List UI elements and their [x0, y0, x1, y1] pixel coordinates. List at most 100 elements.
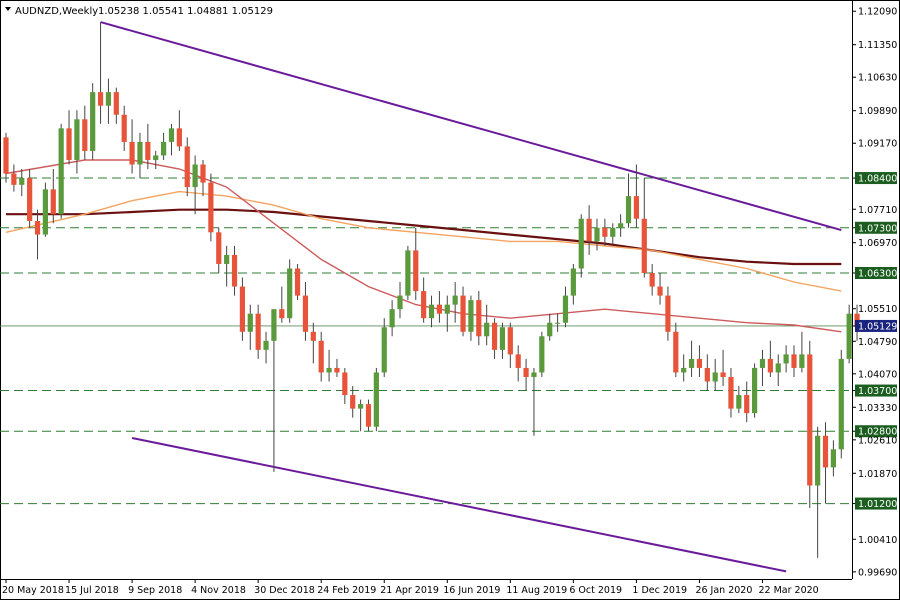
candle[interactable]	[350, 386, 356, 418]
candle[interactable]	[381, 318, 387, 377]
candle[interactable]	[176, 110, 182, 151]
candle[interactable]	[547, 313, 553, 341]
candle[interactable]	[499, 322, 506, 359]
candle[interactable]	[712, 358, 718, 391]
candle[interactable]	[625, 173, 632, 228]
candle[interactable]	[586, 205, 592, 255]
candle[interactable]	[531, 367, 537, 436]
candle[interactable]	[791, 345, 797, 377]
candle[interactable]	[562, 286, 569, 328]
candle[interactable]	[373, 367, 379, 432]
candle[interactable]	[342, 367, 348, 405]
candle[interactable]	[657, 272, 663, 305]
candle[interactable]	[649, 263, 655, 296]
candle[interactable]	[578, 214, 584, 278]
candle[interactable]	[129, 119, 135, 174]
candle[interactable]	[358, 399, 364, 432]
candle[interactable]	[759, 349, 766, 387]
candle[interactable]	[263, 331, 269, 364]
candle[interactable]	[681, 354, 687, 382]
candle[interactable]	[11, 164, 17, 192]
candle[interactable]	[271, 309, 277, 472]
candle[interactable]	[42, 182, 48, 237]
candle[interactable]	[752, 363, 758, 418]
candle[interactable]	[468, 295, 474, 341]
candle[interactable]	[618, 214, 624, 237]
candle[interactable]	[184, 137, 190, 197]
candle[interactable]	[137, 132, 143, 179]
candle[interactable]	[310, 322, 316, 364]
candle[interactable]	[838, 349, 844, 459]
candle[interactable]	[704, 354, 710, 391]
candle[interactable]	[279, 286, 285, 323]
candle[interactable]	[594, 218, 600, 251]
candle[interactable]	[405, 245, 411, 301]
candle[interactable]	[200, 159, 206, 197]
candle[interactable]	[161, 132, 167, 160]
upper-trendline[interactable]	[100, 21, 842, 232]
candle[interactable]	[665, 286, 671, 341]
candle[interactable]	[239, 277, 245, 341]
candle[interactable]	[775, 354, 781, 387]
candle[interactable]	[413, 227, 419, 301]
candle[interactable]	[807, 340, 813, 509]
candle[interactable]	[799, 331, 805, 373]
candle[interactable]	[444, 295, 450, 332]
candle[interactable]	[736, 386, 742, 414]
candle[interactable]	[153, 150, 159, 170]
collapse-triangle-icon[interactable]	[5, 7, 11, 11]
candle[interactable]	[66, 110, 72, 165]
candle[interactable]	[318, 331, 324, 382]
candle[interactable]	[287, 259, 293, 323]
candle[interactable]	[428, 295, 435, 328]
candle[interactable]	[491, 318, 498, 359]
candle[interactable]	[90, 83, 96, 160]
candle[interactable]	[3, 132, 9, 183]
candle[interactable]	[783, 345, 789, 373]
candle[interactable]	[27, 169, 33, 228]
lower-trendline[interactable]	[131, 437, 787, 573]
candle[interactable]	[326, 349, 332, 382]
candle[interactable]	[105, 78, 112, 124]
candle[interactable]	[484, 304, 490, 346]
candle[interactable]	[641, 178, 647, 278]
candle[interactable]	[421, 277, 427, 323]
candle[interactable]	[744, 381, 750, 423]
candle[interactable]	[208, 173, 214, 242]
candle[interactable]	[389, 300, 395, 337]
candle[interactable]	[121, 105, 127, 151]
candle[interactable]	[247, 304, 253, 350]
candle[interactable]	[523, 358, 529, 391]
candle[interactable]	[58, 123, 64, 219]
candle[interactable]	[294, 263, 301, 301]
candle[interactable]	[673, 322, 679, 377]
candle[interactable]	[224, 245, 230, 287]
candle[interactable]	[113, 87, 119, 124]
candle[interactable]	[436, 291, 442, 323]
candle[interactable]	[728, 367, 734, 418]
candle[interactable]	[19, 169, 25, 197]
candle[interactable]	[815, 426, 821, 558]
candle[interactable]	[507, 322, 513, 368]
candle[interactable]	[570, 263, 576, 305]
candle[interactable]	[97, 22, 104, 124]
candle[interactable]	[397, 282, 403, 319]
candle[interactable]	[822, 422, 829, 504]
candle[interactable]	[633, 164, 639, 228]
candle[interactable]	[476, 291, 482, 346]
candle[interactable]	[515, 345, 521, 382]
candle[interactable]	[50, 169, 56, 224]
candle[interactable]	[255, 304, 261, 359]
candle[interactable]	[767, 340, 773, 377]
candle[interactable]	[720, 349, 726, 387]
candle[interactable]	[610, 223, 616, 246]
candle[interactable]	[302, 282, 309, 341]
candle[interactable]	[365, 399, 372, 432]
candle[interactable]	[82, 105, 88, 160]
candle[interactable]	[192, 155, 198, 215]
candle[interactable]	[688, 340, 695, 377]
candle[interactable]	[460, 286, 466, 337]
candle[interactable]	[231, 245, 238, 296]
candle[interactable]	[602, 218, 608, 246]
